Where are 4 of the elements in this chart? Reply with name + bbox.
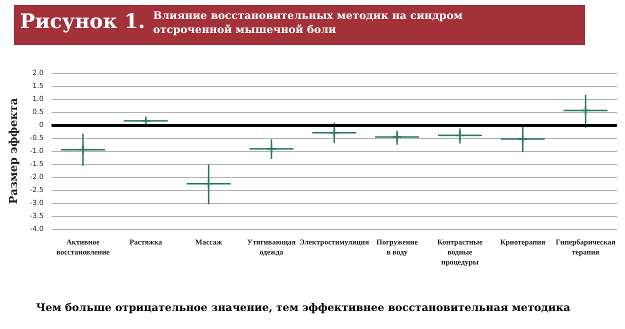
y-axis-title: Размер эффекта [7, 98, 20, 204]
text: Чем больше отрицательное значение, тем эффективнее восстановительная методика [36, 302, 570, 314]
chart-subtitle: Влияние восстановительных методик на синдром отсроченной мышечной боли [153, 9, 464, 37]
chart-title: Рисунок 1. [20, 9, 146, 33]
